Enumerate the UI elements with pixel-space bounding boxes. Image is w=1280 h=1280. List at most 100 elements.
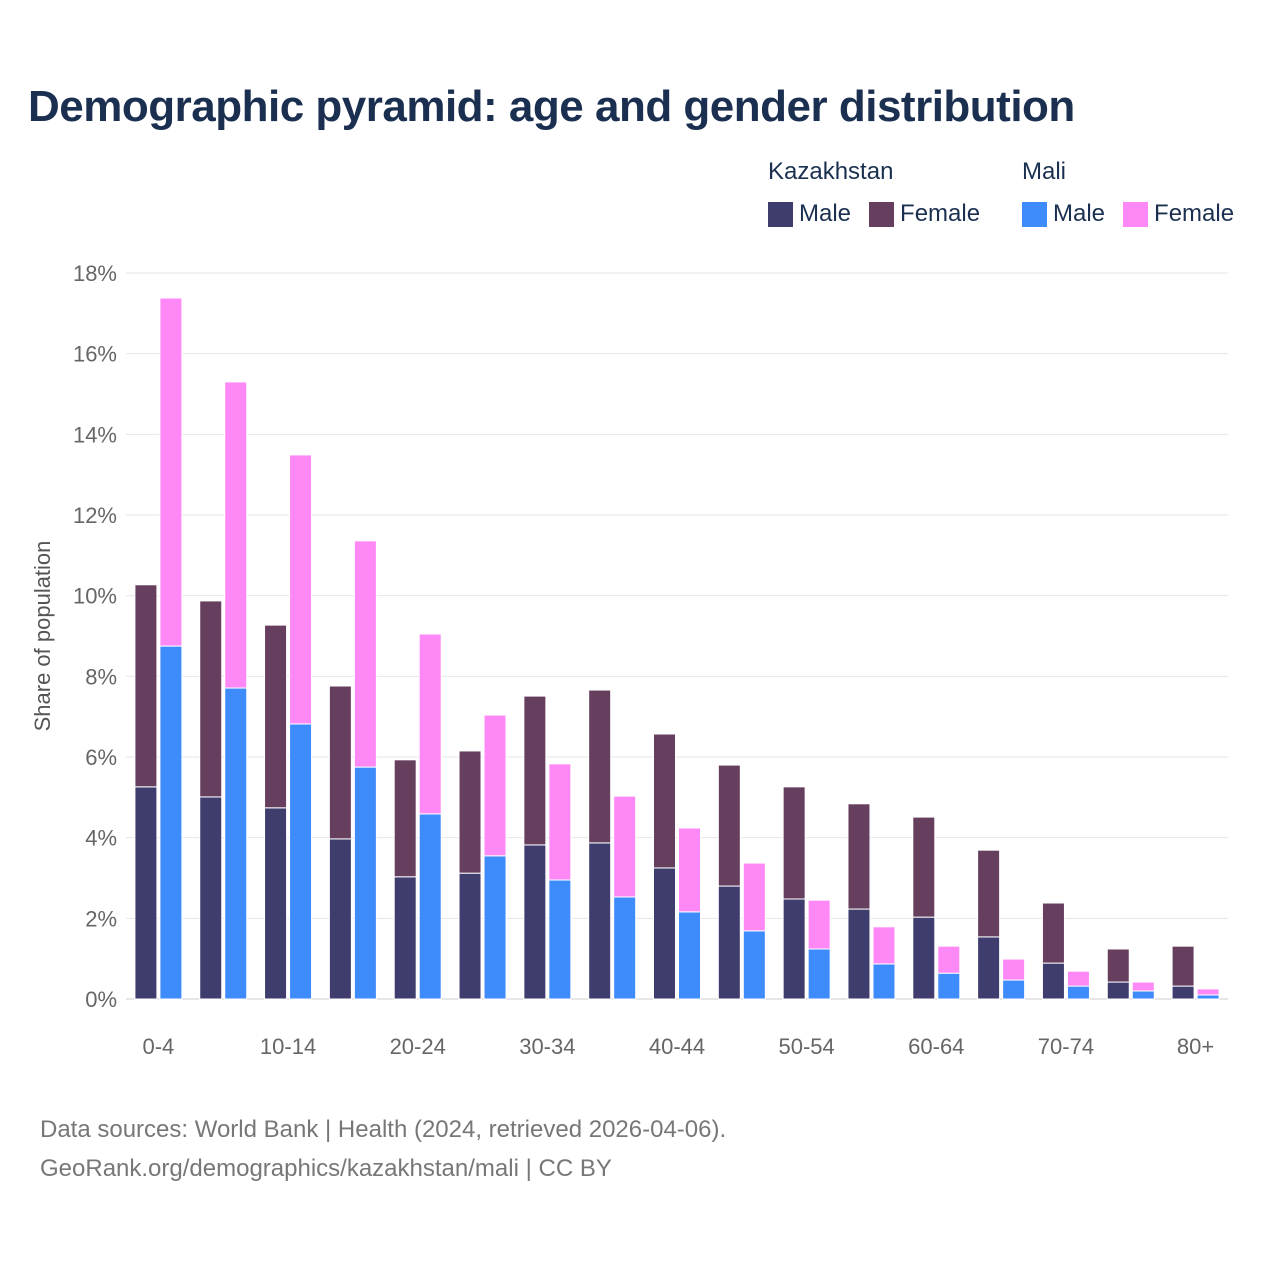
bar-kazakhstan-male-20-24[interactable] bbox=[393, 876, 417, 1000]
bar-mali-female-20-24[interactable] bbox=[418, 633, 442, 815]
bar-kazakhstan-female-45-49[interactable] bbox=[717, 764, 741, 887]
bar-mali-female-65-69[interactable] bbox=[1002, 958, 1026, 981]
legend-swatch bbox=[1022, 201, 1047, 227]
bar-mali-female-0-4[interactable] bbox=[159, 297, 183, 647]
y-tick-label: 10% bbox=[73, 584, 117, 609]
bar-kazakhstan-male-70-74[interactable] bbox=[1041, 962, 1065, 1000]
y-tick-label: 0% bbox=[85, 987, 117, 1012]
bar-kazakhstan-male-25-29[interactable] bbox=[458, 872, 482, 1000]
legend-country-label: Mali bbox=[1022, 158, 1067, 185]
x-tick-label: 50-54 bbox=[779, 1034, 835, 1059]
bar-kazakhstan-male-55-59[interactable] bbox=[847, 908, 871, 1000]
bar-kazakhstan-female-20-24[interactable] bbox=[393, 759, 417, 878]
y-tick-label: 16% bbox=[73, 342, 117, 367]
bar-mali-male-10-14[interactable] bbox=[289, 723, 313, 1000]
legend-item-kz-female[interactable]: Female bbox=[869, 200, 980, 228]
bar-kazakhstan-male-35-39[interactable] bbox=[588, 842, 612, 1000]
bar-kazakhstan-male-30-34[interactable] bbox=[523, 844, 547, 1000]
bar-kazakhstan-male-50-54[interactable] bbox=[782, 898, 806, 1000]
bar-mali-male-65-69[interactable] bbox=[1002, 979, 1026, 1000]
legend-item-mali-male[interactable]: Male bbox=[1022, 200, 1105, 228]
bar-kazakhstan-female-5-9[interactable] bbox=[199, 600, 223, 798]
bar-mali-female-45-49[interactable] bbox=[742, 862, 766, 932]
bar-kazakhstan-female-50-54[interactable] bbox=[782, 786, 806, 900]
bar-kazakhstan-male-10-14[interactable] bbox=[264, 807, 288, 1000]
bar-mali-female-10-14[interactable] bbox=[289, 454, 313, 725]
bar-mali-male-70-74[interactable] bbox=[1066, 985, 1090, 1000]
legend-label: Female bbox=[1154, 200, 1235, 227]
bar-kazakhstan-female-75-79[interactable] bbox=[1106, 948, 1130, 983]
legend-item-mali-female[interactable]: Female bbox=[1123, 200, 1234, 228]
bar-mali-male-25-29[interactable] bbox=[483, 855, 507, 1000]
bar-mali-female-25-29[interactable] bbox=[483, 714, 507, 857]
bar-mali-male-30-34[interactable] bbox=[548, 879, 572, 1000]
bar-kazakhstan-male-65-69[interactable] bbox=[977, 936, 1001, 1000]
bar-mali-female-70-74[interactable] bbox=[1066, 970, 1090, 987]
bar-kazakhstan-female-30-34[interactable] bbox=[523, 695, 547, 846]
bar-mali-male-50-54[interactable] bbox=[807, 948, 831, 1000]
y-tick-label: 4% bbox=[85, 826, 117, 851]
x-tick-label: 80+ bbox=[1177, 1034, 1214, 1059]
bar-mali-female-60-64[interactable] bbox=[937, 945, 961, 974]
bar-kazakhstan-male-0-4[interactable] bbox=[134, 786, 158, 1000]
legend-swatch bbox=[869, 201, 895, 227]
y-tick-label: 6% bbox=[85, 745, 117, 770]
chart-title: Demographic pyramid: age and gender dist… bbox=[28, 82, 1075, 131]
bar-kazakhstan-female-25-29[interactable] bbox=[458, 750, 482, 874]
y-tick-label: 2% bbox=[85, 906, 117, 931]
bar-mali-male-20-24[interactable] bbox=[418, 813, 442, 1000]
bar-mali-male-80+[interactable] bbox=[1196, 994, 1220, 1000]
bar-mali-female-35-39[interactable] bbox=[613, 795, 637, 898]
bar-kazakhstan-female-70-74[interactable] bbox=[1041, 902, 1065, 964]
bar-kazakhstan-female-80+[interactable] bbox=[1171, 945, 1195, 987]
bar-mali-male-5-9[interactable] bbox=[224, 687, 248, 1000]
bar-kazakhstan-female-60-64[interactable] bbox=[912, 816, 936, 918]
x-tick-label: 60-64 bbox=[908, 1034, 964, 1059]
bar-kazakhstan-female-40-44[interactable] bbox=[653, 733, 676, 869]
bar-mali-female-80+[interactable] bbox=[1196, 988, 1220, 996]
y-tick-label: 8% bbox=[85, 664, 117, 689]
bar-kazakhstan-female-65-69[interactable] bbox=[977, 849, 1001, 938]
bar-mali-male-35-39[interactable] bbox=[613, 896, 637, 1000]
bar-kazakhstan-male-15-19[interactable] bbox=[328, 838, 352, 1000]
bar-mali-male-15-19[interactable] bbox=[353, 766, 377, 1000]
x-tick-label: 10-14 bbox=[260, 1034, 316, 1059]
bar-mali-male-45-49[interactable] bbox=[742, 930, 766, 1000]
bar-mali-male-75-79[interactable] bbox=[1131, 990, 1155, 1000]
bar-kazakhstan-female-0-4[interactable] bbox=[134, 584, 158, 788]
legend-item-kz-male[interactable]: Male bbox=[768, 200, 851, 228]
source-url: GeoRank.org/demographics/kazakhstan/mali… bbox=[40, 1155, 612, 1182]
legend-label: Male bbox=[1053, 200, 1106, 227]
bar-kazakhstan-female-55-59[interactable] bbox=[847, 803, 871, 910]
x-tick-label: 30-34 bbox=[519, 1034, 575, 1059]
bar-kazakhstan-male-60-64[interactable] bbox=[912, 916, 936, 1000]
legend-swatch bbox=[1123, 201, 1149, 227]
bar-mali-male-60-64[interactable] bbox=[937, 972, 961, 1000]
bar-kazakhstan-female-15-19[interactable] bbox=[328, 685, 352, 840]
bar-kazakhstan-male-5-9[interactable] bbox=[199, 796, 223, 1000]
x-tick-label: 0-4 bbox=[143, 1034, 175, 1059]
bar-mali-female-15-19[interactable] bbox=[353, 540, 377, 768]
bar-mali-female-5-9[interactable] bbox=[224, 381, 248, 689]
bar-kazakhstan-female-10-14[interactable] bbox=[264, 624, 288, 809]
x-tick-label: 20-24 bbox=[390, 1034, 446, 1059]
x-tick-label: 70-74 bbox=[1038, 1034, 1094, 1059]
legend-label: Male bbox=[799, 200, 852, 227]
legend-label: Female bbox=[900, 200, 981, 227]
bar-kazakhstan-male-45-49[interactable] bbox=[717, 885, 741, 1000]
bar-mali-female-75-79[interactable] bbox=[1131, 981, 1155, 992]
bar-mali-female-40-44[interactable] bbox=[678, 827, 701, 913]
bar-mali-male-0-4[interactable] bbox=[159, 645, 183, 1000]
y-tick-label: 12% bbox=[73, 503, 117, 528]
bar-mali-female-55-59[interactable] bbox=[872, 926, 896, 965]
legend-mali: Mali Male Female bbox=[1022, 158, 1234, 228]
bar-kazakhstan-male-40-44[interactable] bbox=[653, 867, 676, 1000]
bar-kazakhstan-male-75-79[interactable] bbox=[1106, 981, 1130, 1000]
bar-kazakhstan-male-80+[interactable] bbox=[1171, 985, 1195, 1000]
bar-mali-female-50-54[interactable] bbox=[807, 899, 831, 950]
bar-mali-male-40-44[interactable] bbox=[678, 911, 701, 1000]
bar-kazakhstan-female-35-39[interactable] bbox=[588, 689, 612, 844]
bar-mali-female-30-34[interactable] bbox=[548, 763, 572, 881]
x-tick-label: 40-44 bbox=[649, 1034, 705, 1059]
bar-mali-male-55-59[interactable] bbox=[872, 963, 896, 1000]
